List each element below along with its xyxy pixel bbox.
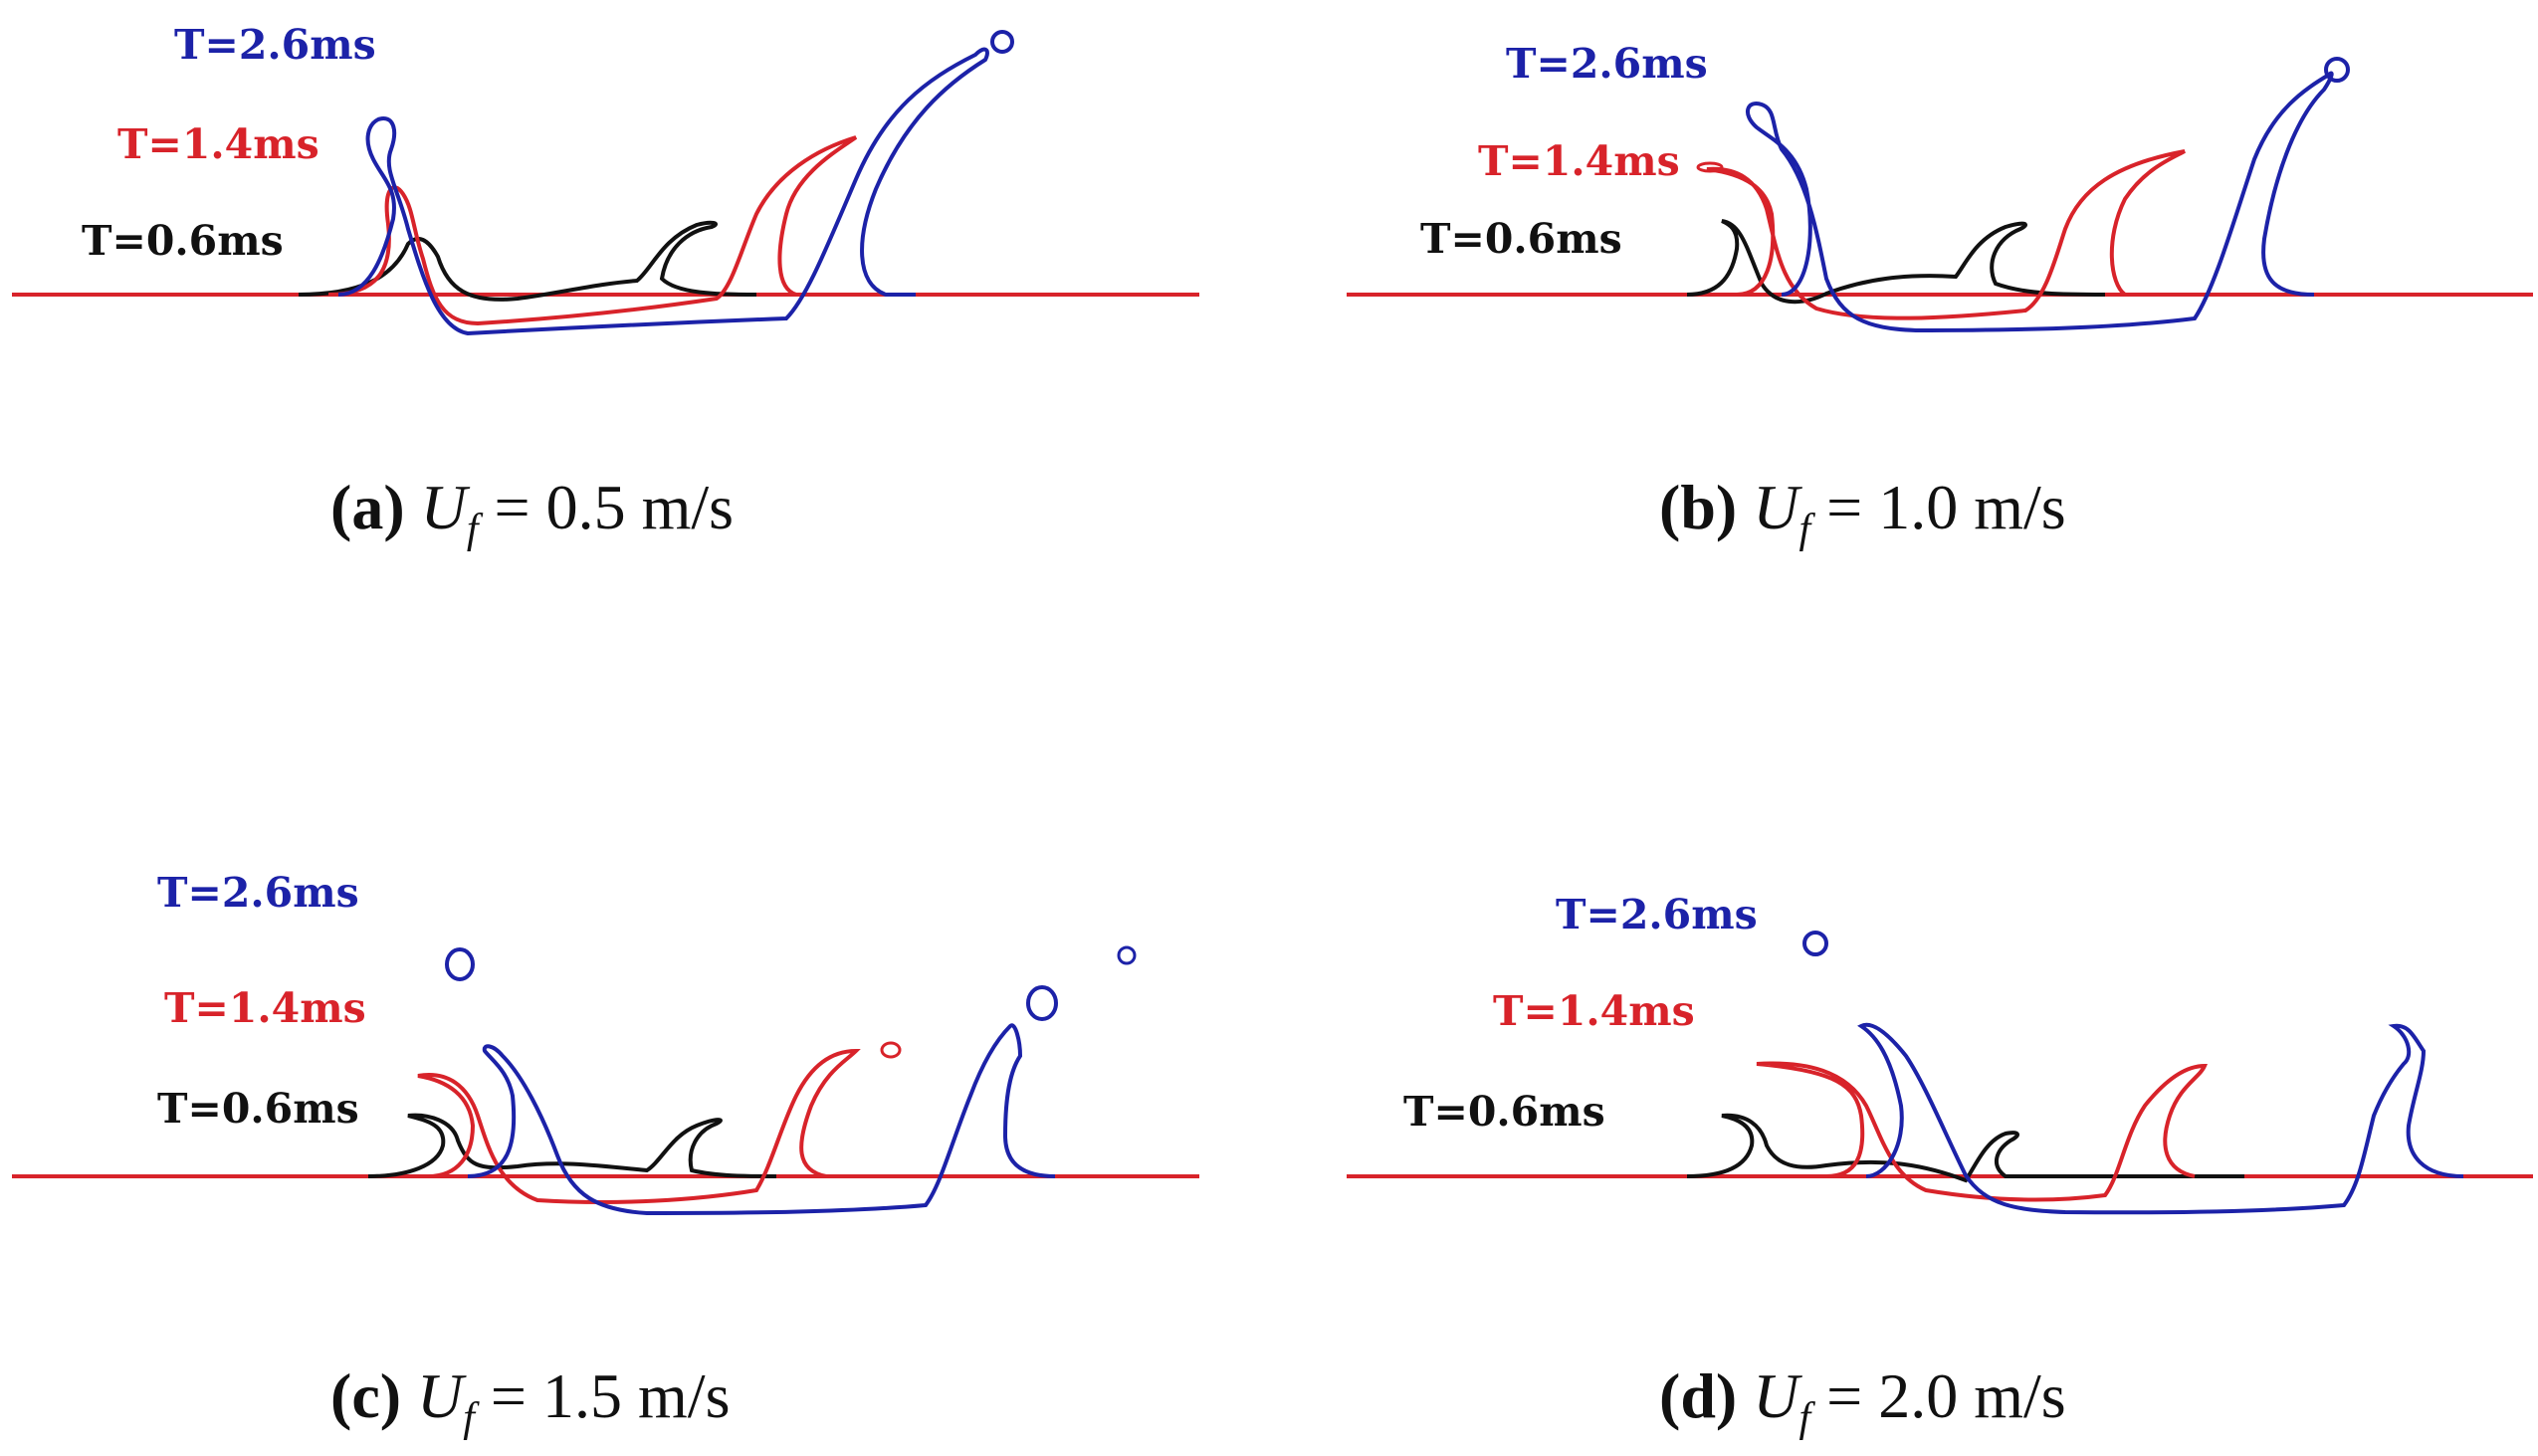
droplet: [990, 30, 1014, 54]
label-t14: T=1.4ms: [117, 120, 319, 168]
splash-plot-d: [1347, 931, 2533, 1215]
interface-t14: [1706, 149, 2186, 320]
droplet: [1696, 161, 1724, 173]
interface-t14: [417, 1048, 861, 1204]
caption-c: (c) Uf = 1.5 m/s: [330, 1360, 731, 1441]
splash-plot-c: [12, 945, 1199, 1216]
label-t26: T=2.6ms: [157, 869, 359, 917]
interface-t26: [1857, 1022, 2464, 1215]
interface-t06: [1686, 1113, 2244, 1183]
label-t14: T=1.4ms: [1478, 137, 1680, 185]
label-t26: T=2.6ms: [1556, 891, 1758, 938]
interface-t06: [1686, 219, 2106, 305]
interface-t14: [1756, 1061, 2209, 1202]
droplet: [445, 947, 475, 981]
interface-t26: [467, 1023, 1056, 1216]
label-t14: T=1.4ms: [1493, 987, 1695, 1035]
panel-c: T=2.6ms T=1.4ms T=0.6ms (c) Uf = 1.5 m/s: [0, 728, 1269, 1455]
label-t26: T=2.6ms: [174, 21, 376, 69]
interface-t26: [337, 47, 989, 336]
panel-a: T=2.6ms T=1.4ms T=0.6ms (a) Uf = 0.5 m/s: [0, 0, 1269, 728]
label-t06: T=0.6ms: [82, 217, 284, 265]
caption-b: (b) Uf = 1.0 m/s: [1659, 472, 2066, 552]
label-t26: T=2.6ms: [1506, 40, 1708, 88]
interface-t06: [367, 1113, 777, 1178]
caption-d: (d) Uf = 2.0 m/s: [1659, 1360, 2066, 1441]
label-t06: T=0.6ms: [1420, 215, 1622, 263]
droplet: [1802, 931, 1828, 956]
caption-a: (a) Uf = 0.5 m/s: [330, 472, 735, 552]
droplet: [1026, 985, 1058, 1021]
splash-plot-b: [1347, 57, 2533, 333]
droplet: [880, 1041, 902, 1059]
splash-plot-a: [12, 30, 1199, 336]
droplet: [1117, 945, 1137, 965]
interface-t26: [1746, 71, 2334, 333]
label-t06: T=0.6ms: [1403, 1088, 1605, 1136]
label-t06: T=0.6ms: [157, 1085, 359, 1133]
panel-d: T=2.6ms T=1.4ms T=0.6ms (d) Uf = 2.0 m/s: [1269, 728, 2538, 1455]
panel-b: T=2.6ms T=1.4ms T=0.6ms (b) Uf = 1.0 m/s: [1269, 0, 2538, 728]
label-t14: T=1.4ms: [164, 984, 366, 1032]
droplet: [2324, 57, 2350, 83]
